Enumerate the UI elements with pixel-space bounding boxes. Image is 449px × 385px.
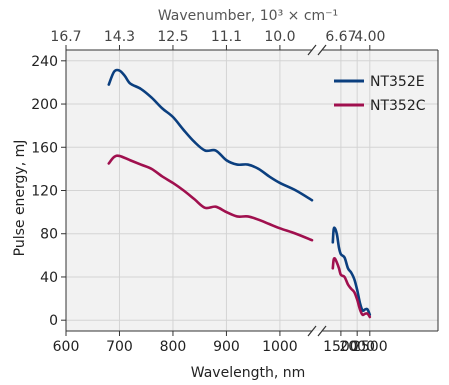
x-tick-label: 900	[213, 339, 240, 355]
y-tick-label: 80	[40, 227, 58, 243]
top-tick-label: 4.00	[354, 29, 385, 45]
plot-frame	[65, 44, 439, 337]
top-tick-label: 11.1	[211, 29, 242, 45]
legend-label-nt352e: NT352E	[370, 74, 425, 90]
series-line-nt352c-right	[331, 256, 372, 319]
top-axis-title: Wavenumber, 10³ × cm⁻¹	[158, 8, 338, 24]
axis-break-mark	[307, 44, 317, 56]
series-line-nt352e-left	[107, 68, 314, 202]
axis-break-mark	[317, 325, 327, 337]
x-axis-title: Wavelength, nm	[191, 365, 305, 381]
y-tick-label: 40	[40, 270, 58, 286]
ticks: 0 40 80 120 160 200 240 600 700 800 900 1000 1500200…	[31, 29, 387, 355]
top-tick-label: 6.67	[325, 29, 356, 45]
y-tick-label: 240	[31, 54, 58, 70]
x-tick-label: 2000	[339, 339, 375, 355]
axis-break-mark	[317, 44, 327, 56]
x-tick-label: 700	[106, 339, 133, 355]
x-tick-label: 800	[160, 339, 187, 355]
y-tick-label: 160	[31, 140, 58, 156]
y-tick-label: 200	[31, 97, 58, 113]
legend-label-nt352c: NT352C	[370, 98, 426, 114]
top-tick-label: 12.5	[157, 29, 188, 45]
top-tick-label: 10.0	[264, 29, 295, 45]
y-axis-title: Pulse energy, mJ	[12, 140, 28, 257]
series-layer	[107, 68, 372, 319]
x-tick-label: 1000	[262, 339, 298, 355]
y-tick-label: 0	[49, 313, 58, 329]
grid	[65, 50, 438, 331]
top-tick-label: 16.7	[50, 29, 81, 45]
axis-break-mark	[307, 325, 317, 337]
y-tick-label: 120	[31, 184, 58, 200]
top-tick-label: 14.3	[104, 29, 135, 45]
series-line-nt352c-left	[107, 154, 314, 242]
series-line-nt352e-right	[331, 226, 372, 317]
legend: NT352E NT352C	[334, 74, 426, 114]
x-tick-label: 600	[53, 339, 80, 355]
x-tick-label: 2500	[352, 339, 388, 355]
x-tick-label: 1500	[323, 339, 359, 355]
